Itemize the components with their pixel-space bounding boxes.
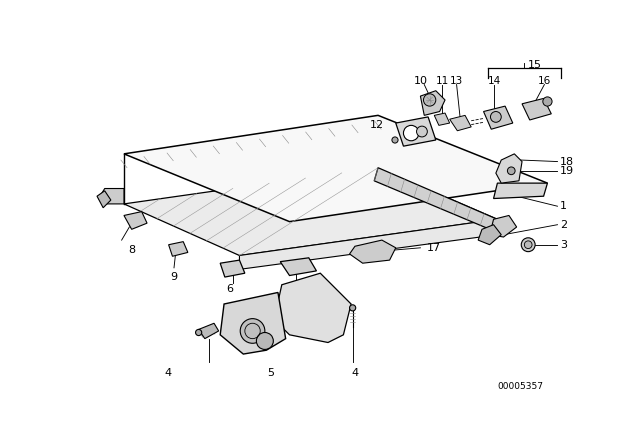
Text: 12: 12 — [370, 120, 384, 129]
Circle shape — [392, 137, 398, 143]
Polygon shape — [97, 191, 111, 208]
Circle shape — [349, 305, 356, 311]
Polygon shape — [198, 323, 219, 339]
Polygon shape — [420, 91, 445, 116]
Circle shape — [417, 126, 428, 137]
Text: 3: 3 — [560, 240, 567, 250]
Circle shape — [403, 125, 419, 141]
Polygon shape — [450, 116, 471, 131]
Circle shape — [196, 329, 202, 336]
Text: 19: 19 — [560, 166, 574, 176]
Text: 18: 18 — [560, 156, 574, 167]
Circle shape — [490, 112, 501, 122]
Polygon shape — [168, 241, 188, 256]
Circle shape — [240, 319, 265, 343]
Text: 14: 14 — [488, 76, 501, 86]
Polygon shape — [478, 225, 501, 245]
Text: 2: 2 — [560, 220, 567, 230]
Polygon shape — [484, 106, 513, 129]
Text: 00005357: 00005357 — [497, 382, 543, 391]
Polygon shape — [493, 183, 547, 198]
Polygon shape — [274, 273, 351, 343]
Text: 1: 1 — [560, 201, 567, 211]
Circle shape — [508, 167, 515, 175]
Polygon shape — [239, 220, 497, 269]
Text: 8: 8 — [128, 245, 135, 255]
Text: 10: 10 — [413, 76, 428, 86]
Polygon shape — [522, 99, 551, 120]
Polygon shape — [374, 168, 497, 231]
Polygon shape — [280, 258, 316, 276]
Text: 16: 16 — [538, 76, 551, 86]
Polygon shape — [220, 260, 245, 277]
Polygon shape — [99, 189, 124, 204]
Text: 13: 13 — [450, 76, 463, 86]
Polygon shape — [435, 113, 450, 125]
Text: 4: 4 — [351, 368, 358, 378]
Text: 4: 4 — [164, 368, 172, 378]
Text: 9: 9 — [170, 272, 177, 282]
Polygon shape — [490, 215, 516, 237]
Text: 6: 6 — [227, 284, 234, 293]
Text: 15: 15 — [527, 60, 541, 69]
Polygon shape — [124, 211, 147, 229]
Polygon shape — [396, 117, 436, 146]
Polygon shape — [124, 168, 497, 255]
Text: 11: 11 — [435, 76, 449, 86]
Polygon shape — [124, 116, 547, 222]
Circle shape — [424, 94, 436, 106]
Polygon shape — [220, 293, 285, 354]
Text: 5: 5 — [267, 368, 274, 378]
Polygon shape — [349, 240, 396, 263]
Circle shape — [521, 238, 535, 252]
Polygon shape — [496, 154, 522, 183]
Circle shape — [524, 241, 532, 249]
Text: 1: 1 — [408, 129, 414, 138]
Circle shape — [257, 332, 273, 349]
Text: 7: 7 — [295, 284, 302, 293]
Text: 17: 17 — [427, 243, 441, 253]
Circle shape — [543, 97, 552, 106]
